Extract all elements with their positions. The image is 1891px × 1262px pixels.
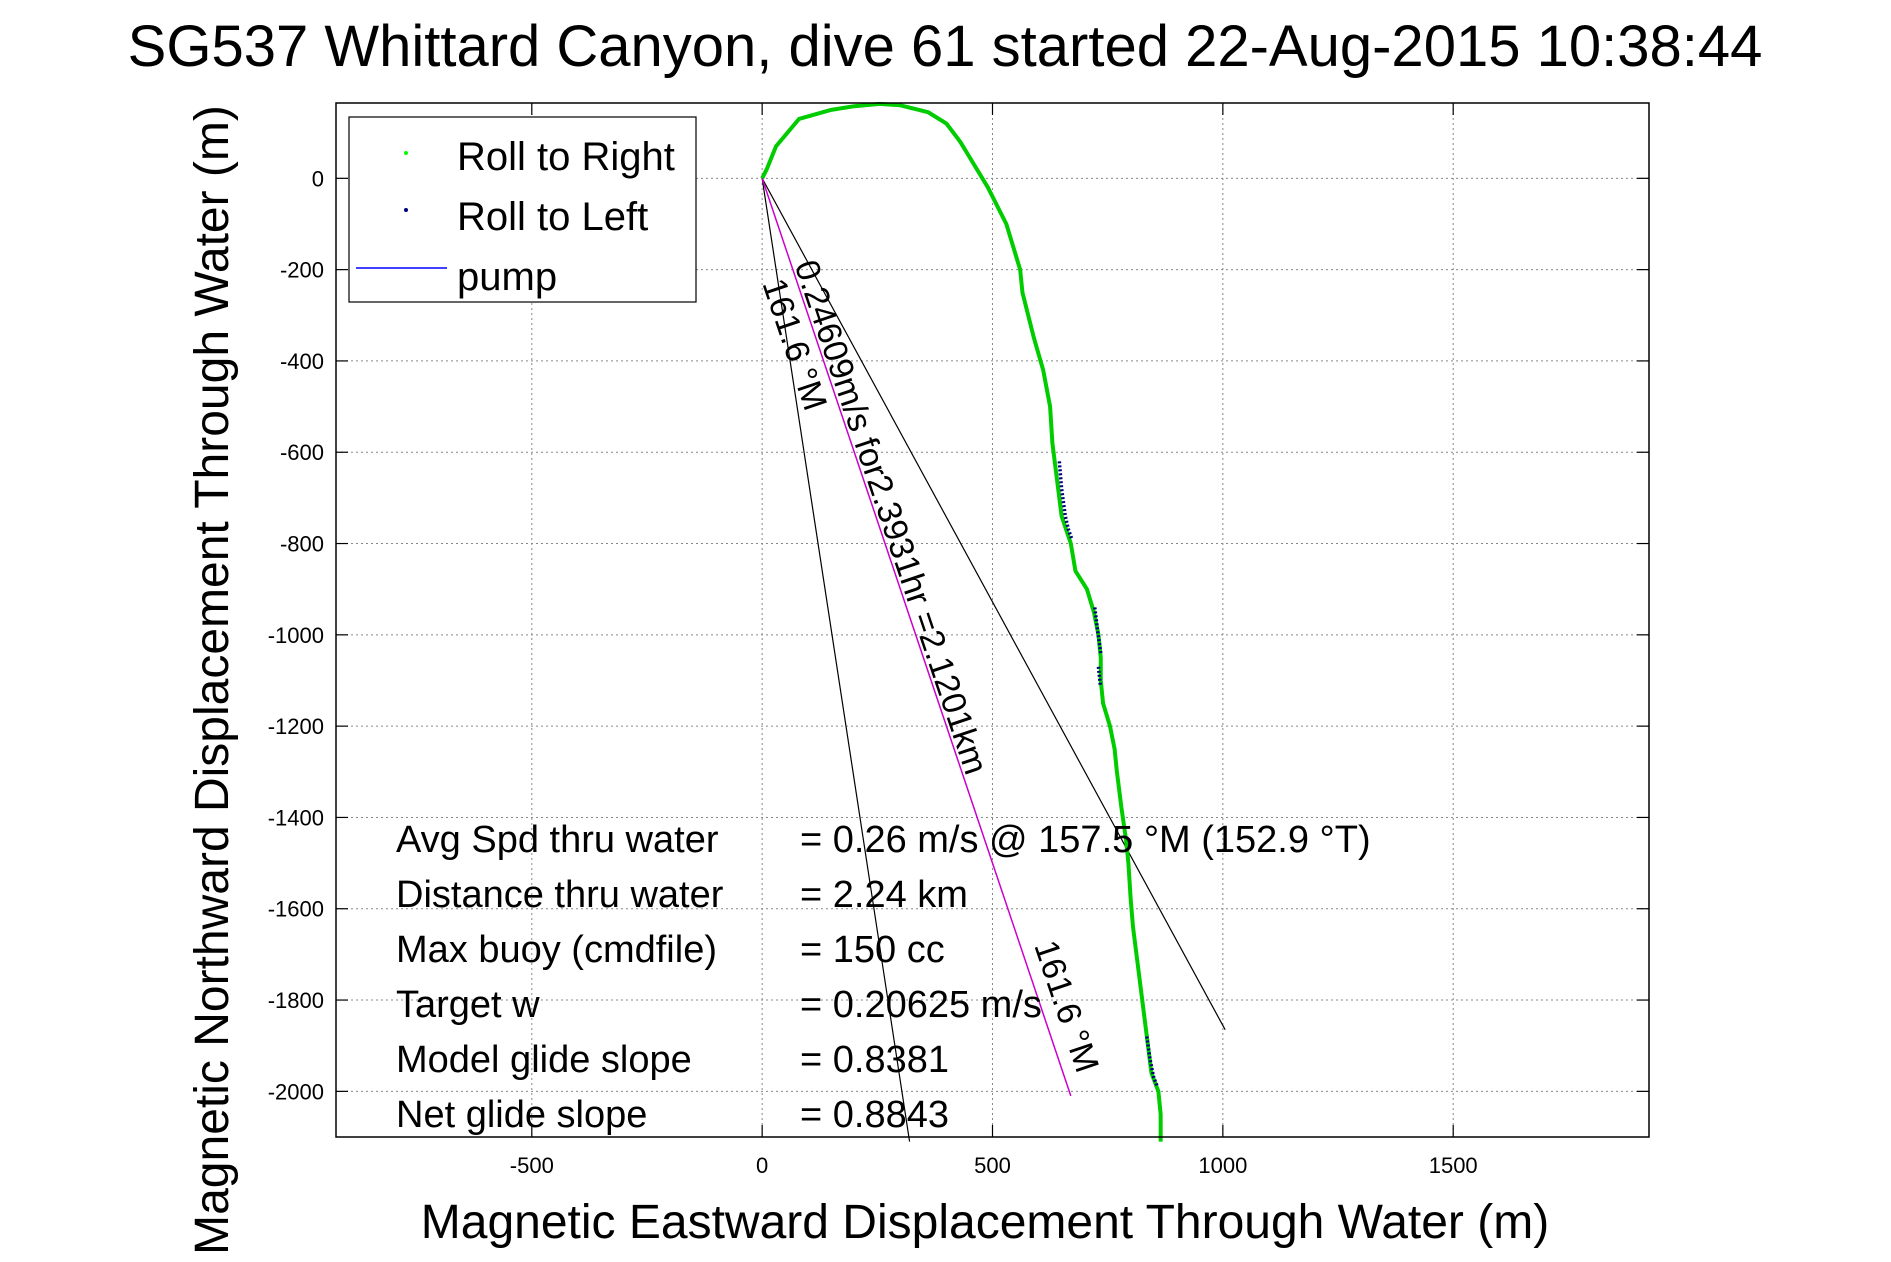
stat-label: Distance thru water — [396, 874, 724, 916]
legend-label-roll-right: Roll to Right — [457, 135, 675, 179]
stats-block: Avg Spd thru water = 0.26 m/s @ 157.5 °M … — [396, 819, 1371, 1136]
y-tick-label: -200 — [280, 258, 324, 283]
legend-label-roll-left: Roll to Left — [457, 195, 648, 239]
y-tick-label: -1400 — [268, 805, 324, 830]
x-tick-label: 1000 — [1198, 1153, 1247, 1178]
grid-lines — [336, 103, 1649, 1137]
legend: Roll to Right Roll to Left pump — [348, 116, 697, 303]
x-tick-label: 500 — [974, 1153, 1011, 1178]
stat-label: Avg Spd thru water — [396, 819, 719, 861]
stat-value: = 0.8381 — [800, 1039, 949, 1081]
y-tick-label: -1000 — [268, 623, 324, 648]
y-tick-label: -2000 — [268, 1079, 324, 1104]
y-tick-label: -600 — [280, 440, 324, 465]
y-axis-label: Magnetic Northward Displacement Through … — [186, 105, 239, 1255]
series-roll-left-segment — [1057, 461, 1074, 540]
stat-value: = 2.24 km — [800, 874, 968, 916]
reference-line — [761, 178, 911, 1142]
y-tick-label: 0 — [312, 166, 324, 191]
stat-label: Model glide slope — [396, 1039, 692, 1081]
y-tick-label: -1600 — [268, 897, 324, 922]
axis-ticks: -500 0 500 1000 1500 0 -200 -400 -600 -800 -1000 -1… — [268, 103, 1649, 1178]
series-roll-left-segment — [1145, 1036, 1160, 1088]
x-tick-label: 0 — [756, 1153, 768, 1178]
series-pump-line — [761, 178, 1072, 1097]
stat-value: = 0.20625 m/s — [800, 984, 1042, 1026]
stat-label: Max buoy (cmdfile) — [396, 929, 717, 971]
legend-marker-roll-left — [404, 208, 408, 212]
stat-value: = 0.26 m/s @ 157.5 °M (152.9 °T) — [800, 819, 1371, 861]
legend-marker-roll-right — [404, 151, 408, 155]
stat-label: Target w — [396, 984, 540, 1026]
chart-title: SG537 Whittard Canyon, dive 61 started 2… — [128, 14, 1763, 79]
legend-label-pump: pump — [457, 255, 557, 299]
stat-value: = 0.8843 — [800, 1094, 949, 1136]
data-lines — [760, 101, 1226, 1142]
y-tick-label: -1800 — [268, 988, 324, 1013]
x-tick-label: 1500 — [1429, 1153, 1478, 1178]
x-tick-label: -500 — [510, 1153, 554, 1178]
x-axis-label: Magnetic Eastward Displacement Through W… — [421, 1196, 1549, 1249]
y-tick-label: -400 — [280, 349, 324, 374]
annotation-label: 0.24609m/s for2.3931hr =2.1201km — [787, 255, 995, 779]
series-roll-left-segment — [1096, 666, 1103, 686]
stat-label: Net glide slope — [396, 1094, 647, 1136]
y-tick-label: -1200 — [268, 714, 324, 739]
reference-line — [761, 178, 1226, 1031]
series-roll-right-line — [760, 101, 1163, 1142]
y-tick-label: -800 — [280, 532, 324, 557]
stat-value: = 150 cc — [800, 929, 945, 971]
